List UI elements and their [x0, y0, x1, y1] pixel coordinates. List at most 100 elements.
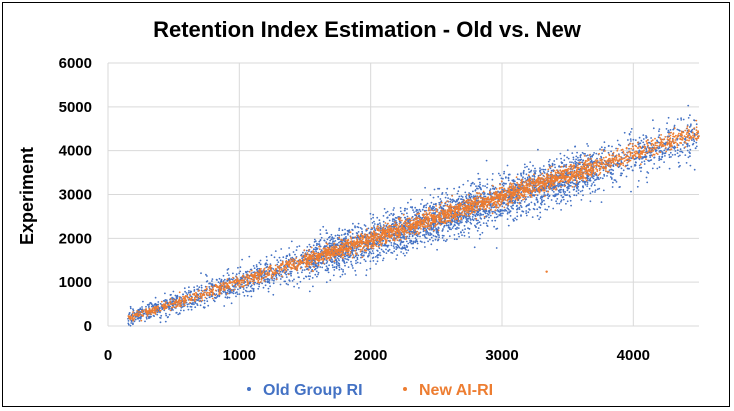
data-point [479, 186, 481, 189]
data-points [127, 104, 700, 327]
data-point [172, 290, 175, 293]
data-point [331, 264, 334, 267]
data-point [425, 204, 428, 206]
data-point [589, 177, 592, 180]
data-point [533, 173, 535, 176]
data-point [643, 143, 646, 146]
data-point [611, 173, 613, 176]
data-point [465, 194, 468, 196]
data-point [646, 171, 649, 173]
data-point [467, 180, 469, 182]
data-point [466, 217, 469, 220]
data-point [129, 307, 132, 310]
data-point [438, 236, 440, 239]
data-point [485, 208, 487, 211]
data-point [385, 248, 387, 251]
data-point [570, 204, 572, 207]
data-point [234, 292, 237, 294]
data-point [520, 174, 523, 177]
data-point [670, 156, 672, 158]
data-point [578, 159, 581, 161]
data-point [154, 302, 157, 305]
data-point [588, 187, 591, 190]
data-point [393, 250, 396, 253]
data-point [474, 214, 477, 217]
data-point [334, 234, 337, 237]
data-point [354, 226, 356, 229]
data-point [457, 197, 460, 200]
data-point [223, 305, 226, 307]
data-point [139, 316, 142, 318]
data-point [265, 266, 268, 269]
data-point [502, 177, 504, 180]
data-point [330, 238, 333, 241]
data-point [171, 300, 174, 303]
data-point [539, 216, 542, 219]
data-point [679, 148, 682, 151]
data-point [416, 235, 419, 238]
data-point [306, 246, 309, 248]
data-point [319, 229, 322, 231]
data-point [481, 208, 484, 211]
data-point [372, 260, 375, 262]
data-point [582, 180, 584, 183]
data-point [491, 219, 494, 222]
data-point [455, 228, 458, 230]
data-point [440, 200, 443, 203]
data-point [315, 270, 318, 273]
data-point [622, 162, 624, 165]
data-point [427, 232, 430, 234]
data-point [495, 216, 498, 219]
data-point [303, 277, 305, 280]
data-point [574, 160, 577, 163]
data-point [446, 193, 449, 196]
data-point [245, 271, 248, 274]
data-point [665, 147, 667, 149]
data-point [342, 259, 345, 262]
data-point [644, 153, 646, 156]
data-point [612, 169, 615, 172]
data-point [539, 167, 541, 170]
data-point [325, 262, 328, 264]
data-point [591, 155, 593, 158]
data-point [596, 176, 599, 179]
data-point [509, 210, 511, 213]
data-point [327, 271, 330, 274]
data-point [423, 241, 426, 244]
data-point [498, 211, 501, 213]
data-point [378, 219, 381, 222]
data-point [475, 212, 478, 215]
data-point [244, 289, 247, 292]
data-point [385, 244, 388, 247]
data-point [309, 266, 312, 269]
data-point [555, 158, 558, 160]
data-point [595, 166, 598, 168]
data-point [411, 206, 414, 208]
data-point [276, 263, 279, 266]
data-point [669, 151, 672, 154]
data-point [586, 143, 588, 145]
data-point [507, 211, 509, 214]
data-point [386, 216, 389, 219]
data-point [405, 240, 408, 243]
data-point [436, 248, 438, 251]
data-point [558, 202, 561, 205]
data-point [525, 210, 528, 212]
data-point [516, 211, 518, 214]
data-point [457, 233, 460, 235]
data-point [489, 193, 492, 196]
data-point [533, 195, 535, 197]
data-point [210, 285, 213, 288]
data-point [590, 159, 593, 162]
data-point [262, 286, 265, 289]
data-point [679, 154, 681, 157]
data-point [602, 189, 605, 192]
data-point [533, 178, 536, 181]
data-point [553, 163, 556, 166]
data-point [528, 203, 531, 205]
data-point [463, 224, 466, 227]
data-point [258, 261, 261, 264]
data-point [574, 162, 577, 165]
data-point [525, 195, 527, 198]
data-point [563, 164, 565, 166]
